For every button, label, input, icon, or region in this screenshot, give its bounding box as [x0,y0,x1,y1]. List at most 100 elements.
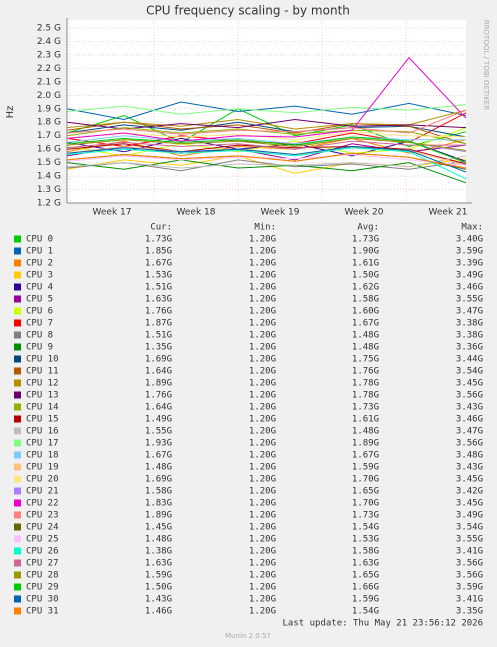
y-tick-label: 1.4 G [37,172,61,182]
y-tick-label: 2.1 G [37,77,61,87]
legend-avg: 1.50G [352,271,379,281]
legend-avg: 1.66G [352,583,379,593]
legend-cur: 1.69G [145,475,172,485]
legend-swatch [14,487,21,495]
x-tick-label: Week 21 [429,208,468,218]
legend-max: 3.59G [456,583,483,593]
legend-avg: 1.48G [352,427,379,437]
legend-max: 3.38G [456,331,483,341]
legend-label: CPU 19 [26,463,59,473]
legend-avg: 1.67G [352,319,379,329]
legend-label: CPU 12 [26,379,59,389]
y-tick-label: 2.0 G [37,91,61,101]
legend-max: 3.54G [456,523,483,533]
legend-swatch [14,595,21,603]
legend-avg: 1.75G [352,355,379,365]
legend-max: 3.39G [456,259,483,269]
legend-avg: 1.70G [352,475,379,485]
series-line [66,104,467,115]
legend-cur: 1.49G [145,415,172,425]
legend-swatch [14,559,21,567]
series-line [66,135,466,145]
chart-title: CPU frequency scaling - by month [146,4,350,18]
legend-swatch [14,463,21,471]
legend-max: 3.41G [456,547,483,557]
x-tick-label: Week 18 [177,208,216,218]
legend-min: 1.20G [249,343,276,353]
x-tick-label: Week 20 [345,208,384,218]
y-tick-label: 2.3 G [37,50,61,60]
legend-cur: 1.89G [145,511,172,521]
legend-max: 3.43G [456,403,483,413]
legend-cur: 1.38G [145,547,172,557]
legend-swatch [14,295,21,303]
series-line [66,136,467,164]
legend-cur: 1.48G [145,463,172,473]
legend-cur: 1.63G [145,559,172,569]
legend-avg: 1.60G [352,307,379,317]
legend-min: 1.20G [249,427,276,437]
legend-swatch [14,343,21,351]
legend-avg: 1.59G [352,463,379,473]
legend-swatch [14,523,21,531]
legend-min: 1.20G [249,559,276,569]
legend-avg: 1.67G [352,451,379,461]
legend-cur: 1.48G [145,535,172,545]
legend-max: 3.46G [456,283,483,293]
legend-cur: 1.87G [145,319,172,329]
legend-min: 1.20G [249,475,276,485]
legend-label: CPU 9 [26,343,53,353]
legend-min: 1.20G [249,295,276,305]
legend-min: 1.20G [249,403,276,413]
legend-swatch [14,427,21,435]
series-line [66,131,467,141]
legend-avg: 1.78G [352,379,379,389]
series-line [66,127,467,145]
legend-cur: 1.64G [145,403,172,413]
legend-min: 1.20G [249,355,276,365]
legend-avg: 1.90G [352,247,379,257]
legend-avg: 1.54G [352,607,379,617]
legend-label: CPU 1 [26,247,53,257]
legend-max: 3.56G [456,559,483,569]
legend-swatch [14,439,21,447]
legend-max: 3.47G [456,427,483,437]
legend-label: CPU 24 [26,523,59,533]
y-tick-label: 1.6 G [37,145,61,155]
y-tick-label: 1.7 G [37,131,61,141]
legend-label: CPU 17 [26,439,59,449]
legend-cur: 1.46G [145,607,172,617]
legend-min: 1.20G [249,415,276,425]
y-tick-label: 2.2 G [37,64,61,74]
legend-max: 3.45G [456,499,483,509]
series-line [66,147,467,180]
legend-cur: 1.93G [145,439,172,449]
legend-min: 1.20G [249,367,276,377]
legend-max: 3.49G [456,271,483,281]
y-tick-label: 1.5 G [37,158,61,168]
legend-label: CPU 15 [26,415,59,425]
legend-max: 3.56G [456,391,483,401]
legend-avg: 1.65G [352,487,379,497]
legend-label: CPU 30 [26,595,59,605]
series-line [66,101,467,121]
legend-swatch [14,235,21,243]
legend-avg: 1.89G [352,439,379,449]
legend-max: 3.59G [456,247,483,257]
legend-label: CPU 21 [26,487,59,497]
legend-swatch [14,331,21,339]
column-header: Min: [254,223,276,233]
legend-swatch [14,355,21,363]
legend-min: 1.20G [249,487,276,497]
legend-swatch [14,367,21,375]
legend-min: 1.20G [249,595,276,605]
legend-label: CPU 3 [26,271,53,281]
legend-label: CPU 20 [26,475,59,485]
column-header: Avg: [357,223,379,233]
last-update: Last update: Thu May 21 23:56:12 2026 [283,619,483,629]
legend-label: CPU 25 [26,535,59,545]
legend-swatch [14,379,21,387]
legend-swatch [14,547,21,555]
legend-max: 3.40G [456,235,483,245]
